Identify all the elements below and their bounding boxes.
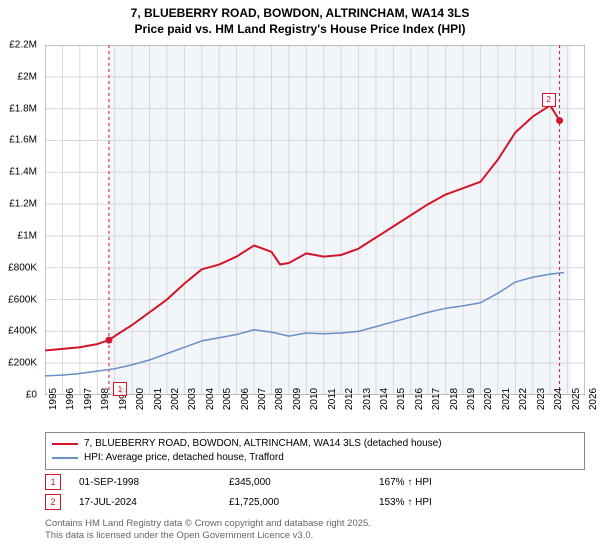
- x-tick-label: 2014: [379, 388, 390, 410]
- x-tick-label: 2019: [466, 388, 477, 410]
- transaction-num-1: 1: [45, 474, 61, 490]
- x-tick-label: 2009: [292, 388, 303, 410]
- legend-swatch-property: [52, 443, 78, 445]
- event-marker-1: 1: [113, 382, 127, 396]
- x-tick-label: 2006: [240, 388, 251, 410]
- x-tick-label: 2017: [431, 388, 442, 410]
- x-tick-label: 2001: [153, 388, 164, 410]
- x-tick-label: 2011: [327, 388, 338, 410]
- legend-item-hpi: HPI: Average price, detached house, Traf…: [52, 451, 578, 465]
- transaction-price-2: £1,725,000: [229, 497, 379, 508]
- x-tick-label: 1996: [65, 388, 76, 410]
- x-tick-label: 2012: [344, 388, 355, 410]
- transaction-row-1: 1 01-SEP-1998 £345,000 167% ↑ HPI: [45, 472, 529, 492]
- x-tick-label: 2020: [483, 388, 494, 410]
- y-tick-label: £1.4M: [0, 167, 37, 178]
- y-tick-label: £400K: [0, 326, 37, 337]
- x-tick-label: 2010: [309, 388, 320, 410]
- title-line-1: 7, BLUEBERRY ROAD, BOWDON, ALTRINCHAM, W…: [0, 6, 600, 22]
- transaction-price-1: £345,000: [229, 477, 379, 488]
- x-tick-label: 1995: [48, 388, 59, 410]
- x-tick-label: 2007: [257, 388, 268, 410]
- transaction-num-2: 2: [45, 494, 61, 510]
- x-tick-label: 2000: [135, 388, 146, 410]
- transaction-date-1: 01-SEP-1998: [79, 477, 229, 488]
- y-tick-label: £600K: [0, 294, 37, 305]
- y-tick-label: £1.8M: [0, 103, 37, 114]
- chart-area: 1995199619971998199920002001200220032004…: [45, 45, 585, 395]
- y-tick-label: £1.2M: [0, 199, 37, 210]
- legend-label-property: 7, BLUEBERRY ROAD, BOWDON, ALTRINCHAM, W…: [84, 437, 442, 451]
- x-tick-label: 2003: [187, 388, 198, 410]
- legend-label-hpi: HPI: Average price, detached house, Traf…: [84, 451, 284, 465]
- transaction-date-2: 17-JUL-2024: [79, 497, 229, 508]
- x-tick-label: 2022: [518, 388, 529, 410]
- x-tick-label: 2024: [553, 388, 564, 410]
- x-tick-label: 1997: [83, 388, 94, 410]
- x-tick-label: 2021: [501, 388, 512, 410]
- x-tick-label: 2004: [205, 388, 216, 410]
- x-tick-label: 2013: [362, 388, 373, 410]
- chart-title: 7, BLUEBERRY ROAD, BOWDON, ALTRINCHAM, W…: [0, 0, 600, 37]
- transaction-row-2: 2 17-JUL-2024 £1,725,000 153% ↑ HPI: [45, 492, 529, 512]
- y-tick-label: £1.6M: [0, 135, 37, 146]
- x-tick-label: 2015: [396, 388, 407, 410]
- y-tick-label: £800K: [0, 262, 37, 273]
- x-tick-label: 2018: [449, 388, 460, 410]
- x-tick-label: 2026: [588, 388, 599, 410]
- x-tick-label: 2005: [222, 388, 233, 410]
- title-line-2: Price paid vs. HM Land Registry's House …: [0, 22, 600, 38]
- x-tick-label: 2002: [170, 388, 181, 410]
- y-tick-label: £200K: [0, 358, 37, 369]
- x-tick-label: 1998: [100, 388, 111, 410]
- transaction-delta-1: 167% ↑ HPI: [379, 477, 529, 488]
- y-tick-label: £0: [0, 390, 37, 401]
- x-tick-label: 2023: [536, 388, 547, 410]
- chart-svg: [45, 45, 585, 395]
- footer: Contains HM Land Registry data © Crown c…: [45, 518, 371, 542]
- legend-item-property: 7, BLUEBERRY ROAD, BOWDON, ALTRINCHAM, W…: [52, 437, 578, 451]
- x-tick-label: 2016: [414, 388, 425, 410]
- x-tick-label: 2008: [274, 388, 285, 410]
- x-tick-label: 2025: [571, 388, 582, 410]
- transaction-delta-2: 153% ↑ HPI: [379, 497, 529, 508]
- y-tick-label: £2M: [0, 71, 37, 82]
- y-tick-label: £2.2M: [0, 40, 37, 51]
- footer-line-2: This data is licensed under the Open Gov…: [45, 530, 371, 542]
- legend-swatch-hpi: [52, 457, 78, 459]
- footer-line-1: Contains HM Land Registry data © Crown c…: [45, 518, 371, 530]
- legend: 7, BLUEBERRY ROAD, BOWDON, ALTRINCHAM, W…: [45, 432, 585, 470]
- y-tick-label: £1M: [0, 230, 37, 241]
- event-marker-2: 2: [542, 93, 556, 107]
- transaction-table: 1 01-SEP-1998 £345,000 167% ↑ HPI 2 17-J…: [45, 472, 529, 512]
